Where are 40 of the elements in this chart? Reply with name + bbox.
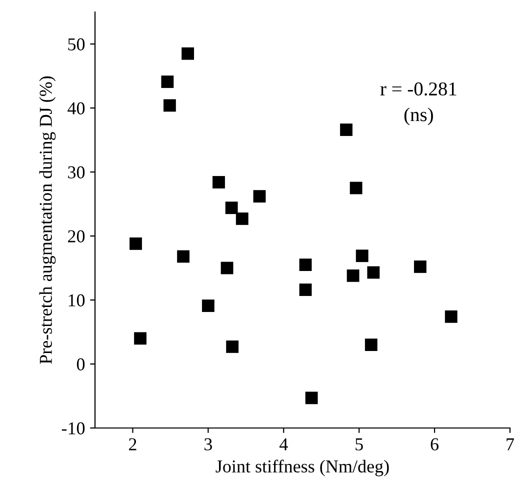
y-tick-label: 50: [68, 38, 85, 50]
point: [182, 47, 194, 60]
point: [305, 392, 318, 404]
point: [161, 76, 174, 88]
y-axis-title: Pre-stretch augmentation during DJ (%): [39, 76, 56, 364]
point: [346, 269, 360, 282]
y-tick-label: 0: [76, 358, 85, 370]
x-tick-label: 5: [356, 438, 363, 450]
point: [350, 182, 362, 194]
point: [134, 332, 146, 345]
y-tick-label: -10: [62, 422, 85, 434]
point: [202, 300, 214, 312]
x-tick-label: 7: [506, 438, 514, 450]
point: [444, 310, 458, 323]
annotation: r = -0.281 (ns): [380, 82, 456, 126]
point: [226, 340, 239, 353]
point: [364, 338, 378, 352]
point: [340, 124, 352, 136]
point: [212, 176, 225, 188]
point: [225, 202, 238, 214]
point: [130, 237, 142, 250]
point: [220, 262, 234, 274]
y-tick-label: 30: [68, 166, 85, 178]
point: [367, 266, 380, 279]
x-tick-label: 4: [279, 438, 288, 450]
x-tick-label: 2: [129, 438, 136, 450]
y-tick-label: 40: [68, 102, 85, 114]
x-axis-title: Joint stiffness (Nm/deg): [216, 460, 389, 476]
point: [177, 250, 190, 263]
point: [236, 212, 248, 225]
x-tick-label: 3: [204, 438, 212, 450]
point: [356, 250, 368, 262]
y-tick-label: 20: [68, 230, 85, 242]
point: [253, 190, 266, 203]
y-tick-label: 10: [68, 294, 85, 306]
x-tick-label: 6: [430, 438, 439, 450]
point: [414, 260, 426, 273]
point: [299, 284, 312, 296]
point: [299, 258, 312, 272]
point: [163, 99, 176, 112]
